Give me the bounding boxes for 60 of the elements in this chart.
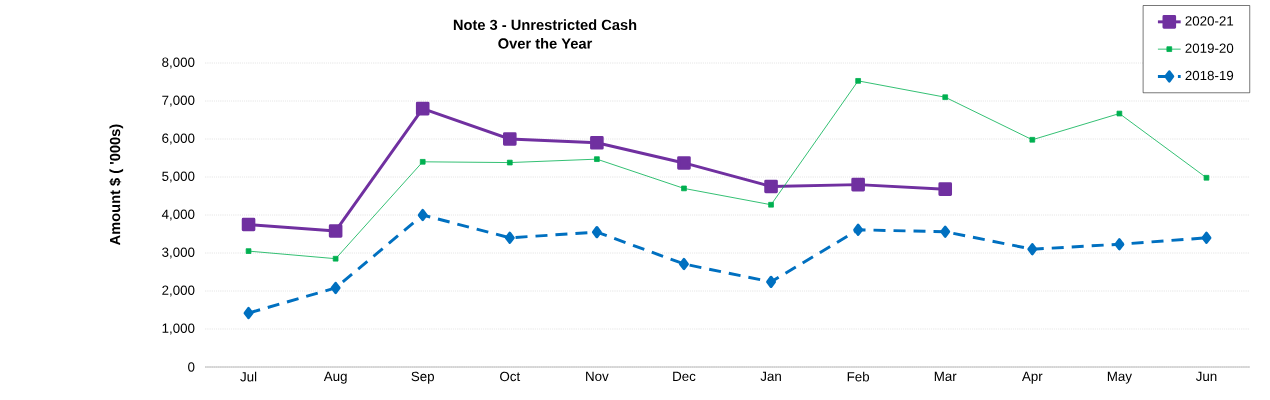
x-tick-label: Sep <box>411 371 435 384</box>
point <box>678 257 689 271</box>
x-tick-label: May <box>1107 371 1132 384</box>
x-tick-label: Jul <box>240 371 257 382</box>
point <box>681 185 687 192</box>
y-tick-label: 2,000 <box>162 285 195 297</box>
x-tick-label: Jan <box>760 371 781 382</box>
y-tick-label: 6,000 <box>162 133 195 145</box>
x-tick-label: Mar <box>934 371 957 382</box>
legend-label: 2019-20 <box>1185 43 1234 53</box>
point <box>241 217 256 232</box>
x-tick-label: Oct <box>500 371 521 382</box>
point <box>677 156 691 170</box>
point <box>768 201 774 208</box>
point <box>590 136 604 150</box>
point <box>419 159 426 165</box>
point <box>328 224 343 238</box>
y-tick-label: 5,000 <box>162 171 195 183</box>
point <box>938 182 953 196</box>
point <box>764 179 778 194</box>
x-tick-label: Nov <box>586 371 609 382</box>
point <box>855 78 861 84</box>
point <box>1114 238 1125 251</box>
y-tick-label: 1,000 <box>162 323 195 335</box>
point <box>853 223 864 236</box>
point <box>507 159 513 166</box>
point <box>332 255 339 262</box>
point <box>243 306 254 320</box>
point <box>851 177 865 192</box>
point <box>1029 136 1036 143</box>
x-tick-label: Apr <box>1021 371 1043 384</box>
legend-label: 2018-19 <box>1185 70 1234 81</box>
y-tick-label: 0 <box>188 362 195 372</box>
point <box>1203 174 1210 181</box>
x-tick-label: Feb <box>847 371 870 382</box>
point <box>502 132 517 146</box>
y-tick-label: 8,000 <box>162 57 195 69</box>
y-tick-label: 7,000 <box>162 95 195 107</box>
point <box>415 101 430 116</box>
point <box>942 94 949 101</box>
x-tick-label: Jun <box>1195 371 1217 382</box>
point <box>330 281 341 295</box>
point <box>766 275 777 289</box>
point <box>1116 110 1123 117</box>
point <box>504 231 515 244</box>
chart-subtitle: Over the Year <box>498 37 593 49</box>
point <box>417 208 428 222</box>
legend-label: 2020-21 <box>1185 16 1234 26</box>
point <box>245 248 252 254</box>
point <box>940 225 951 238</box>
y-tick-label: 3,000 <box>162 247 195 259</box>
x-tick-label: Dec <box>673 371 696 382</box>
point <box>591 225 602 239</box>
y-tick-label: 4,000 <box>161 209 195 221</box>
chart-title: Note 3 - Unrestricted Cash <box>453 19 637 31</box>
point <box>1201 231 1212 244</box>
point <box>1027 243 1038 256</box>
x-tick-label: Aug <box>323 371 347 384</box>
y-axis-title: Amount $ ( '000s) <box>109 124 124 246</box>
point <box>594 156 600 162</box>
